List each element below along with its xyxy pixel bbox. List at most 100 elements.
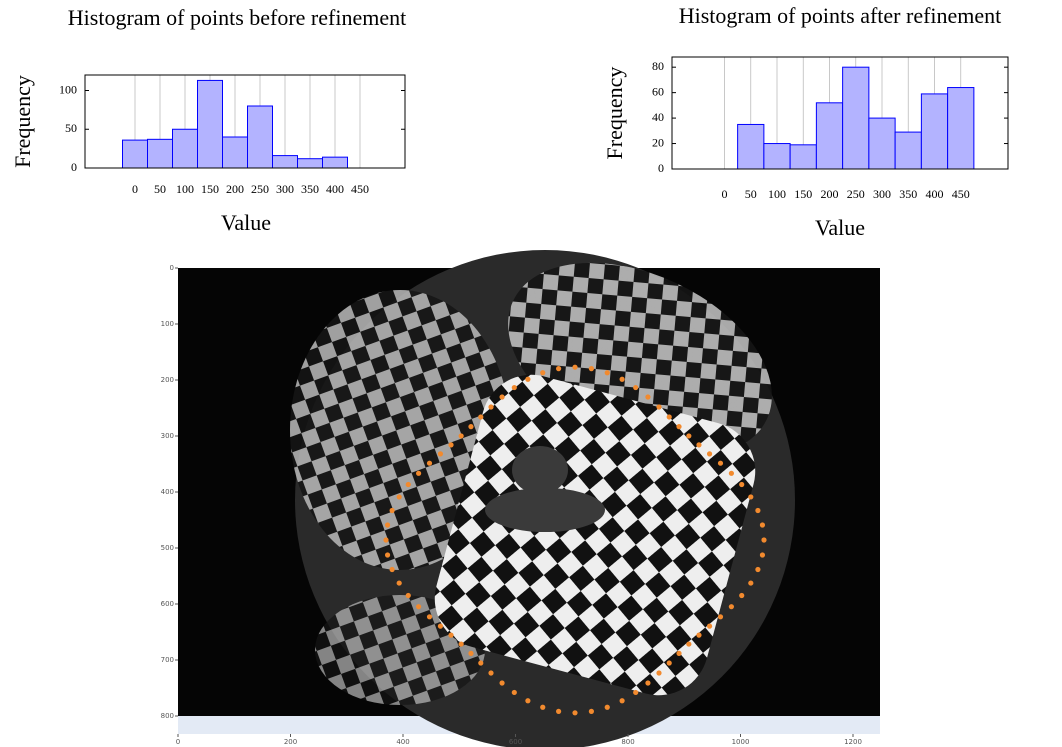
detected-point bbox=[589, 709, 594, 714]
detected-point bbox=[739, 593, 744, 598]
detected-point bbox=[385, 522, 390, 527]
detected-point bbox=[667, 660, 672, 665]
detected-point bbox=[406, 593, 411, 598]
x-tick-label: 350 bbox=[899, 187, 917, 201]
detected-point bbox=[656, 404, 661, 409]
detected-point bbox=[760, 522, 765, 527]
y-tick-label: 800 bbox=[161, 712, 174, 720]
detected-point bbox=[468, 424, 473, 429]
y-axis-label: Frequency bbox=[602, 67, 627, 160]
x-tick-label: 0 bbox=[722, 187, 728, 201]
detected-point bbox=[525, 698, 530, 703]
detected-point bbox=[633, 385, 638, 390]
detected-point bbox=[478, 414, 483, 419]
bar bbox=[790, 145, 816, 169]
detected-point bbox=[696, 442, 701, 447]
bar bbox=[298, 159, 323, 168]
chart-title: Histogram of points before refinement bbox=[68, 5, 406, 30]
y-tick-label: 50 bbox=[65, 121, 77, 135]
x-tick-label: 50 bbox=[745, 187, 757, 201]
detected-point bbox=[488, 404, 493, 409]
detected-point bbox=[389, 508, 394, 513]
x-tick-label: 300 bbox=[873, 187, 891, 201]
detected-point bbox=[572, 365, 577, 370]
x-tick-label: 450 bbox=[351, 182, 369, 196]
detected-point bbox=[512, 385, 517, 390]
y-tick-label: 500 bbox=[161, 544, 174, 552]
detected-point bbox=[620, 698, 625, 703]
detected-point bbox=[556, 366, 561, 371]
y-tick-label: 700 bbox=[161, 656, 174, 664]
detected-point bbox=[748, 494, 753, 499]
detected-point bbox=[676, 651, 681, 656]
y-tick-label: 0 bbox=[71, 160, 77, 174]
y-tick-label: 400 bbox=[161, 488, 174, 496]
x-tick-label: 200 bbox=[284, 738, 297, 746]
x-tick-label: 150 bbox=[794, 187, 812, 201]
detected-point bbox=[448, 442, 453, 447]
detected-point bbox=[572, 710, 577, 715]
detected-point bbox=[499, 394, 504, 399]
detected-point bbox=[667, 414, 672, 419]
detected-point bbox=[512, 690, 517, 695]
detected-point bbox=[525, 377, 530, 382]
y-tick-label: 0 bbox=[658, 161, 664, 175]
bar bbox=[148, 139, 173, 168]
y-tick-label: 600 bbox=[161, 600, 174, 608]
detected-point bbox=[488, 670, 493, 675]
detected-point bbox=[540, 705, 545, 710]
x-tick-label: 0 bbox=[132, 182, 138, 196]
x-tick-label: 1200 bbox=[844, 738, 862, 746]
detected-point bbox=[427, 461, 432, 466]
x-tick-label: 1000 bbox=[732, 738, 750, 746]
y-tick-label: 80 bbox=[652, 59, 664, 73]
logo-body bbox=[512, 446, 568, 494]
detected-point bbox=[739, 482, 744, 487]
detected-point bbox=[707, 451, 712, 456]
y-tick-label: 300 bbox=[161, 432, 174, 440]
y-tick-label: 20 bbox=[652, 135, 664, 149]
detected-point bbox=[385, 552, 390, 557]
detected-point bbox=[478, 660, 483, 665]
x-axis-label: Value bbox=[221, 210, 271, 235]
x-tick-label: 200 bbox=[821, 187, 839, 201]
chart-title: Histogram of points after refinement bbox=[679, 3, 1002, 28]
detected-point bbox=[468, 651, 473, 656]
figure: Histogram of points before refinement Fre… bbox=[0, 0, 1062, 747]
detected-point bbox=[499, 680, 504, 685]
x-tick-label: 800 bbox=[621, 738, 634, 746]
x-tick-label: 250 bbox=[847, 187, 865, 201]
detected-point bbox=[556, 709, 561, 714]
bar bbox=[173, 129, 198, 168]
detected-point bbox=[397, 580, 402, 585]
detected-point bbox=[448, 633, 453, 638]
x-tick-label: 400 bbox=[326, 182, 344, 196]
y-tick-label: 0 bbox=[170, 264, 174, 272]
detected-point bbox=[633, 690, 638, 695]
detected-point bbox=[406, 482, 411, 487]
bar bbox=[248, 106, 273, 168]
bar bbox=[198, 80, 223, 168]
detected-point bbox=[589, 366, 594, 371]
detected-point bbox=[718, 461, 723, 466]
detected-point bbox=[718, 614, 723, 619]
x-tick-label: 300 bbox=[276, 182, 294, 196]
x-tick-label: 50 bbox=[154, 182, 166, 196]
detected-point bbox=[438, 624, 443, 629]
bar bbox=[948, 88, 974, 169]
y-tick-label: 100 bbox=[59, 82, 77, 96]
detected-point bbox=[686, 433, 691, 438]
bar bbox=[223, 137, 248, 168]
bar bbox=[843, 67, 869, 169]
detected-point bbox=[645, 680, 650, 685]
y-tick-label: 200 bbox=[161, 376, 174, 384]
detected-point bbox=[755, 567, 760, 572]
detected-point bbox=[605, 370, 610, 375]
detected-point bbox=[416, 471, 421, 476]
bar bbox=[895, 132, 921, 169]
detected-point bbox=[416, 604, 421, 609]
detected-point bbox=[696, 633, 701, 638]
x-tick-label: 600 bbox=[509, 738, 522, 746]
bar bbox=[738, 124, 764, 169]
detected-point bbox=[397, 494, 402, 499]
